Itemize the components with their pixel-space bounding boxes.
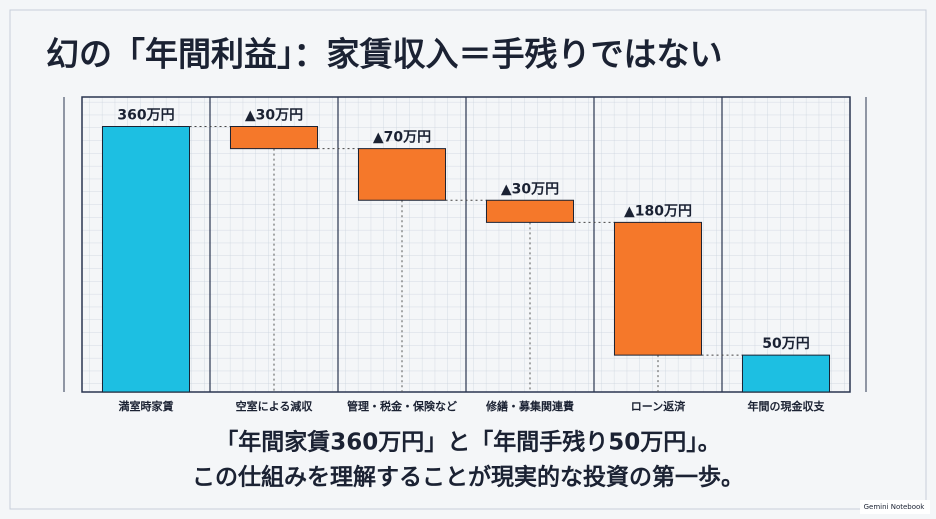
value-label: 360万円 xyxy=(117,108,174,124)
bar xyxy=(357,148,447,201)
bar xyxy=(613,221,703,356)
frame xyxy=(9,9,927,510)
value-label: 50万円 xyxy=(762,336,809,352)
x-tick-label: 年間の現金収支 xyxy=(748,399,826,413)
caption: 「年間家賃360万円」と「年間手残り50万円」。 xyxy=(215,429,721,456)
x-tick-label: ローン返済 xyxy=(631,399,686,413)
x-tick-label: 満室時家賃 xyxy=(119,399,174,413)
bar xyxy=(741,354,831,393)
watermark-bg xyxy=(860,500,930,514)
bar xyxy=(485,199,575,223)
bar xyxy=(229,126,319,150)
value-label: ▲30万円 xyxy=(245,108,303,124)
watermark: Gemini Notebook xyxy=(864,503,926,511)
x-tick-label: 空室による減収 xyxy=(236,399,314,413)
bar xyxy=(101,126,191,393)
chart-title: 幻の「年間利益」：家賃収入＝手残りではない xyxy=(46,35,723,74)
value-label: ▲30万円 xyxy=(501,181,559,197)
caption: この仕組みを理解することが現実的な投資の第一歩。 xyxy=(192,464,744,491)
value-label: ▲180万円 xyxy=(624,203,692,219)
value-label: ▲70万円 xyxy=(373,130,431,146)
x-tick-label: 管理・税金・保険など xyxy=(347,399,457,413)
x-tick-label: 修繕・募集関連費 xyxy=(485,399,574,413)
